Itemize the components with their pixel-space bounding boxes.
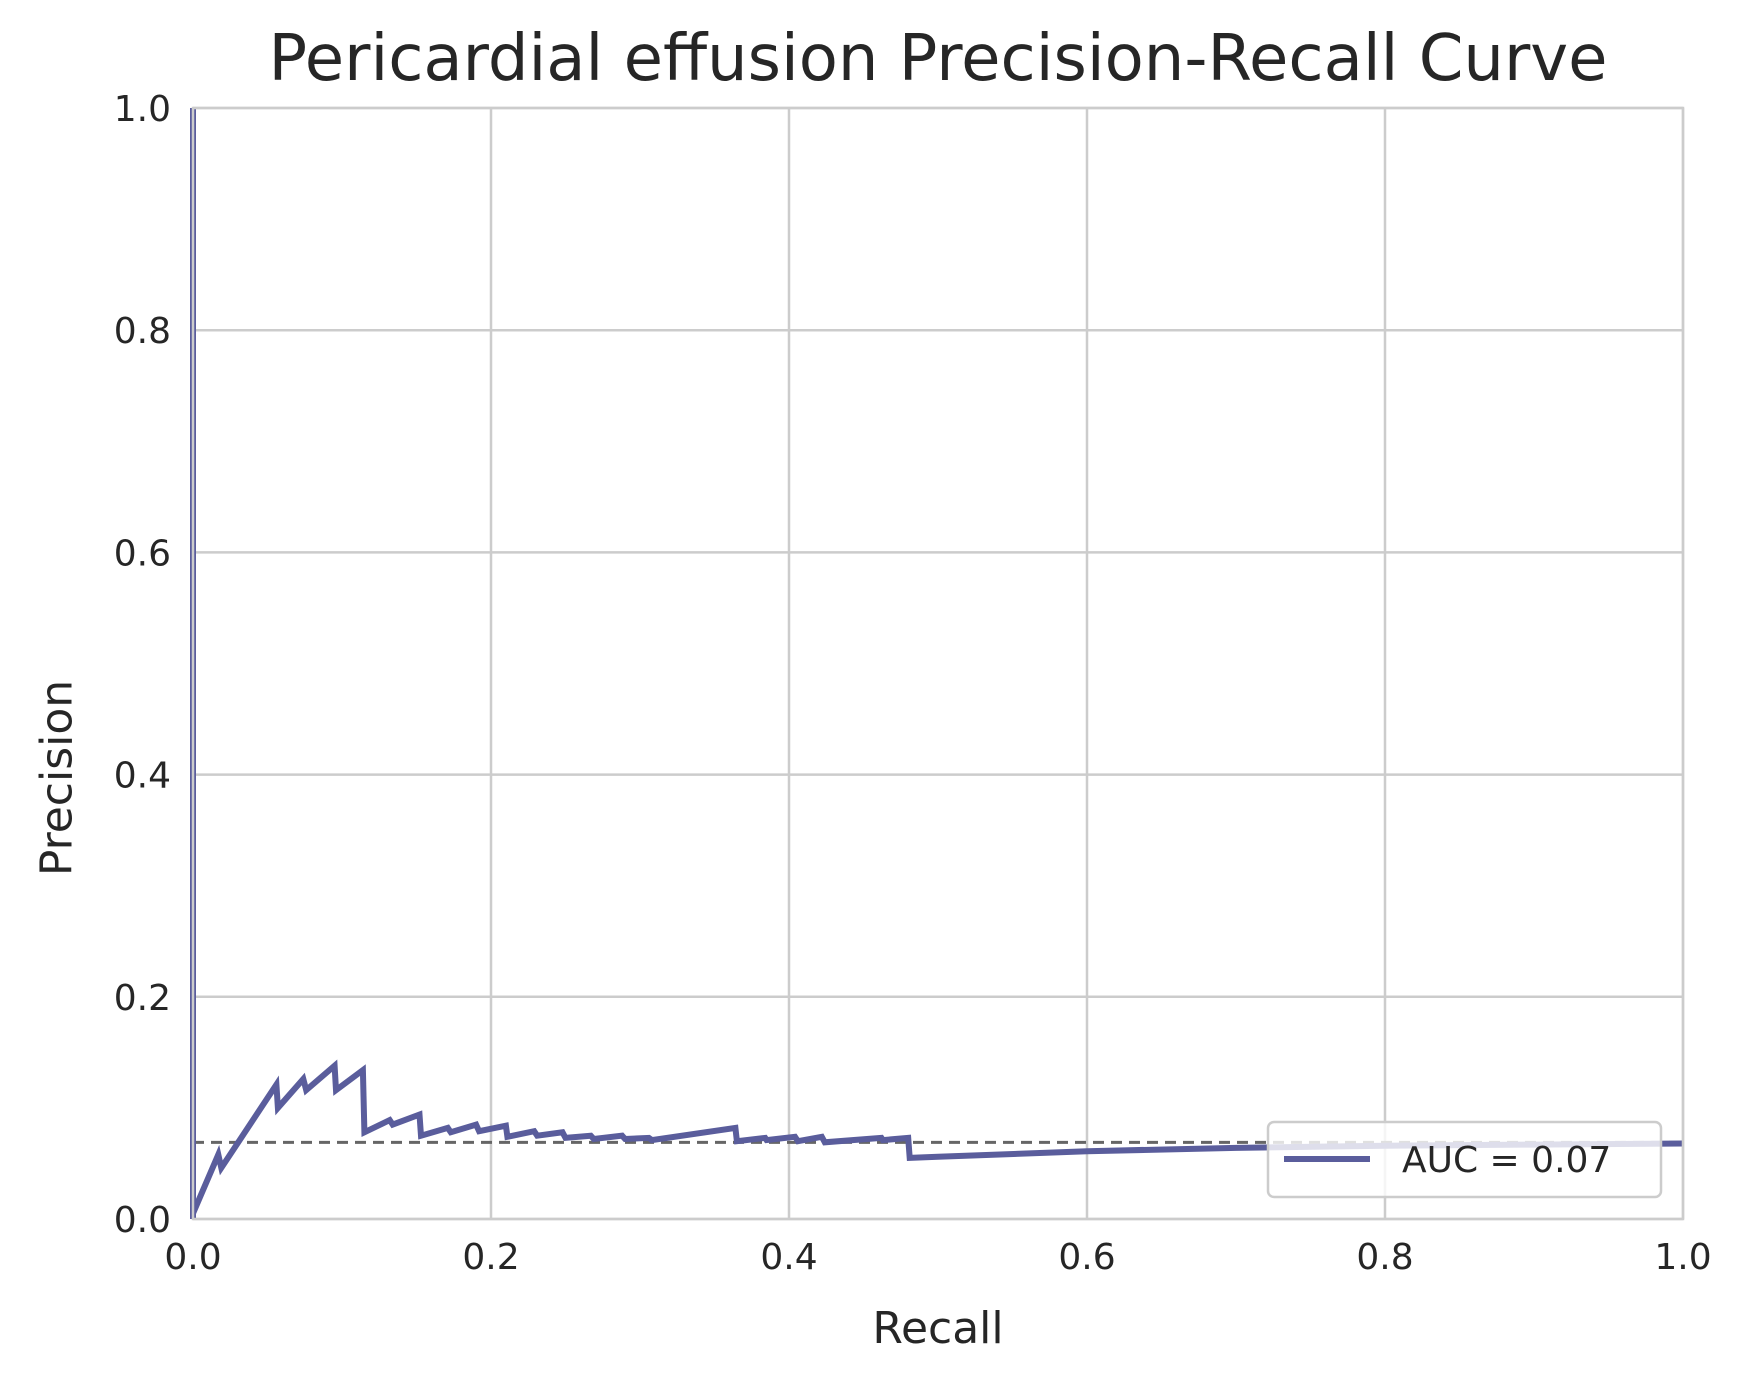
x-tick-label: 1.0 xyxy=(1654,1237,1711,1278)
x-tick-label: 0.2 xyxy=(462,1237,519,1278)
pr-curve-line xyxy=(190,108,1684,1219)
legend-label: AUC = 0.07 xyxy=(1402,1140,1611,1181)
y-tick-label: 0.6 xyxy=(114,533,171,574)
grid-lines xyxy=(191,106,1685,1221)
y-tick-label: 1.0 xyxy=(114,89,171,130)
x-axis-label: Recall xyxy=(872,1303,1004,1354)
x-tick-label: 0.0 xyxy=(164,1237,221,1278)
legend-box xyxy=(1266,1120,1663,1199)
x-tick-label: 0.8 xyxy=(1356,1237,1413,1278)
x-tick-label: 0.4 xyxy=(760,1237,817,1278)
chart-title: Pericardial effusion Precision-Recall Cu… xyxy=(268,22,1608,96)
y-tick-label: 0.8 xyxy=(114,311,171,352)
legend: AUC = 0.07 xyxy=(1266,1120,1663,1199)
x-tick-label: 0.6 xyxy=(1058,1237,1115,1278)
y-tick-label: 0.0 xyxy=(114,1200,171,1241)
plot-frame xyxy=(191,106,1685,1221)
y-tick-label: 0.2 xyxy=(114,978,171,1019)
tick-labels: 0.0 0.2 0.4 0.6 0.8 1.0 0.0 0.2 0.4 0.6 0.8 1.0 xyxy=(114,89,1712,1278)
y-tick-label: 0.4 xyxy=(114,756,171,797)
